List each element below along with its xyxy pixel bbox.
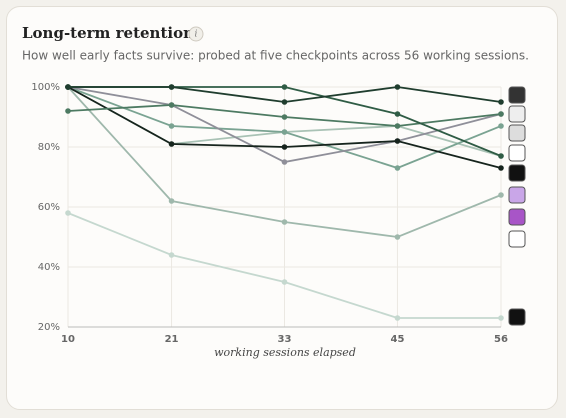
point	[394, 165, 401, 171]
point	[394, 315, 401, 321]
point	[65, 210, 71, 216]
y-tick-label: 40%	[38, 262, 60, 273]
point	[168, 198, 175, 204]
card	[6, 6, 558, 410]
model-icon	[508, 86, 526, 104]
point	[394, 111, 401, 117]
point	[168, 123, 175, 129]
point	[394, 138, 401, 144]
point	[281, 159, 288, 165]
point	[65, 108, 71, 114]
point	[281, 114, 288, 120]
y-tick-label: 80%	[38, 142, 60, 153]
point	[281, 279, 288, 285]
point	[394, 123, 401, 129]
point	[168, 252, 175, 258]
point	[168, 141, 175, 147]
y-tick-label: 60%	[38, 202, 60, 213]
model-icon	[508, 164, 526, 182]
point	[168, 84, 175, 90]
point	[498, 192, 504, 198]
point	[498, 165, 504, 171]
x-tick-label: 21	[165, 334, 179, 345]
y-tick-label: 100%	[31, 82, 60, 93]
point	[498, 315, 504, 321]
model-icon	[508, 208, 526, 226]
point	[281, 99, 288, 105]
point	[65, 84, 71, 90]
model-icon	[508, 124, 526, 142]
model-icon	[508, 144, 526, 162]
point	[498, 153, 504, 159]
point	[281, 129, 288, 135]
point	[281, 144, 288, 150]
model-icon	[508, 308, 526, 326]
point	[498, 123, 504, 129]
x-tick-label: 56	[494, 334, 508, 345]
y-tick-label: 20%	[38, 322, 60, 333]
x-tick-label: 45	[390, 334, 404, 345]
point	[498, 99, 504, 105]
point	[498, 111, 504, 117]
x-axis-title: working sessions elapsed	[214, 346, 356, 359]
point	[281, 219, 288, 225]
point	[168, 102, 175, 108]
x-tick-label: 33	[278, 334, 292, 345]
point	[281, 84, 288, 90]
point	[394, 84, 401, 90]
chart-title: Long-term retention	[22, 24, 194, 42]
subtitle: How well early facts survive: probed at …	[22, 49, 529, 63]
model-icon	[508, 105, 526, 123]
x-tick-label: 10	[61, 334, 75, 345]
model-icon	[508, 186, 526, 204]
point	[394, 234, 401, 240]
info-letter: i	[195, 30, 198, 40]
model-icon	[508, 230, 526, 248]
info-icon[interactable]	[188, 26, 204, 42]
